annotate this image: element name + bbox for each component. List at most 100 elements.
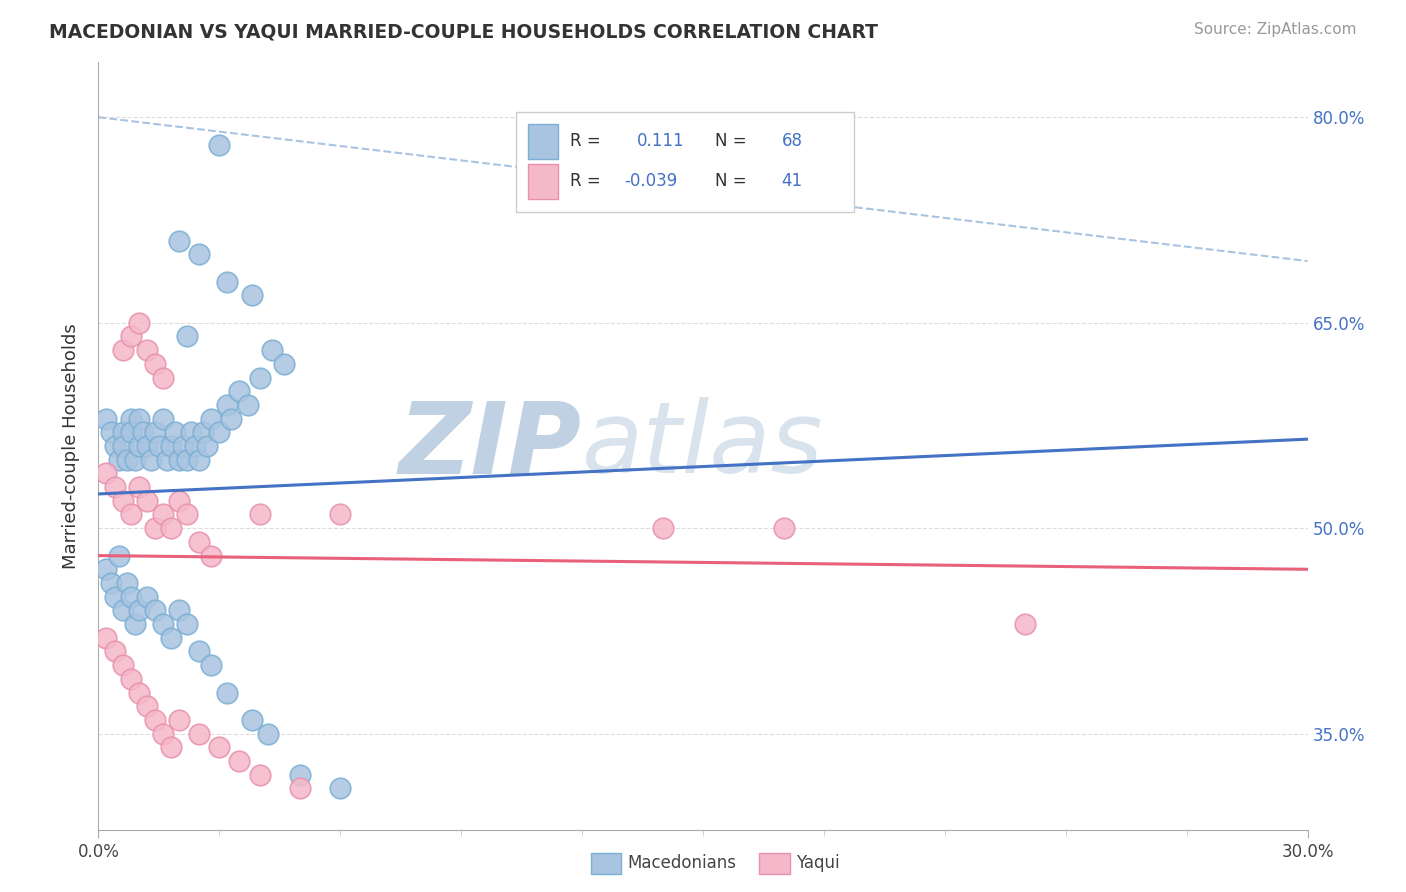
Point <box>120 425 142 440</box>
Point <box>167 493 190 508</box>
Text: atlas: atlas <box>582 398 824 494</box>
Point <box>143 357 166 371</box>
Point <box>103 439 125 453</box>
Point <box>167 603 190 617</box>
Point <box>111 425 134 440</box>
Point <box>120 590 142 604</box>
Point <box>100 425 122 440</box>
Point <box>176 617 198 632</box>
Point <box>772 521 794 535</box>
Point <box>135 439 157 453</box>
Point <box>249 370 271 384</box>
Point <box>176 452 198 467</box>
Point <box>180 425 202 440</box>
Point <box>188 644 211 658</box>
Point <box>139 452 162 467</box>
Point <box>120 411 142 425</box>
Point <box>128 439 150 453</box>
Point <box>256 727 278 741</box>
Point <box>228 384 250 399</box>
Point <box>167 452 190 467</box>
Point <box>200 411 222 425</box>
Point <box>228 754 250 768</box>
Point <box>217 685 239 699</box>
Point <box>111 603 134 617</box>
Point <box>217 275 239 289</box>
Point <box>148 439 170 453</box>
Point <box>217 398 239 412</box>
Point <box>208 137 231 152</box>
Text: Macedonians: Macedonians <box>627 855 737 872</box>
Point <box>143 425 166 440</box>
Point <box>128 411 150 425</box>
Point <box>128 685 150 699</box>
Point <box>111 493 134 508</box>
Point <box>152 370 174 384</box>
Point <box>200 658 222 673</box>
Point <box>96 631 118 645</box>
Point <box>128 603 150 617</box>
Point <box>143 603 166 617</box>
Point <box>240 713 263 727</box>
Point <box>135 590 157 604</box>
Point <box>249 508 271 522</box>
Point <box>184 439 207 453</box>
Point <box>167 234 190 248</box>
Point <box>107 452 129 467</box>
Point <box>143 521 166 535</box>
Point <box>152 617 174 632</box>
Point <box>103 590 125 604</box>
Point <box>193 425 215 440</box>
Bar <box>527 164 558 199</box>
FancyBboxPatch shape <box>516 112 855 212</box>
Point <box>152 727 174 741</box>
Point <box>111 343 134 357</box>
Text: Yaqui: Yaqui <box>796 855 839 872</box>
Text: 0.111: 0.111 <box>637 132 685 151</box>
Point <box>156 452 179 467</box>
Point <box>195 439 218 453</box>
Point <box>96 467 118 481</box>
Point <box>120 329 142 343</box>
Point <box>236 398 259 412</box>
Point <box>120 508 142 522</box>
Bar <box>527 124 558 159</box>
Point <box>132 425 155 440</box>
Point <box>100 576 122 591</box>
Text: 68: 68 <box>782 132 803 151</box>
Point <box>221 411 243 425</box>
Point <box>163 425 186 440</box>
Point <box>273 357 295 371</box>
Point <box>160 439 183 453</box>
Point <box>124 452 146 467</box>
Point <box>200 549 222 563</box>
Point <box>176 508 198 522</box>
Point <box>152 508 174 522</box>
Point <box>96 411 118 425</box>
Text: R =: R = <box>569 132 600 151</box>
Point <box>120 672 142 686</box>
Text: Source: ZipAtlas.com: Source: ZipAtlas.com <box>1194 22 1357 37</box>
Point <box>160 521 183 535</box>
Point <box>135 343 157 357</box>
Point <box>188 247 211 261</box>
Text: ZIP: ZIP <box>399 398 582 494</box>
Point <box>208 425 231 440</box>
Point <box>128 480 150 494</box>
Point <box>115 576 138 591</box>
Point <box>240 288 263 302</box>
Point <box>124 617 146 632</box>
Point <box>188 727 211 741</box>
Text: N =: N = <box>716 172 747 190</box>
Point <box>103 480 125 494</box>
Point <box>172 439 194 453</box>
Point <box>111 658 134 673</box>
Point <box>143 713 166 727</box>
Point <box>160 631 183 645</box>
Point <box>260 343 283 357</box>
Text: 41: 41 <box>782 172 803 190</box>
Point <box>103 644 125 658</box>
Point <box>188 535 211 549</box>
Point <box>135 493 157 508</box>
Point <box>152 411 174 425</box>
